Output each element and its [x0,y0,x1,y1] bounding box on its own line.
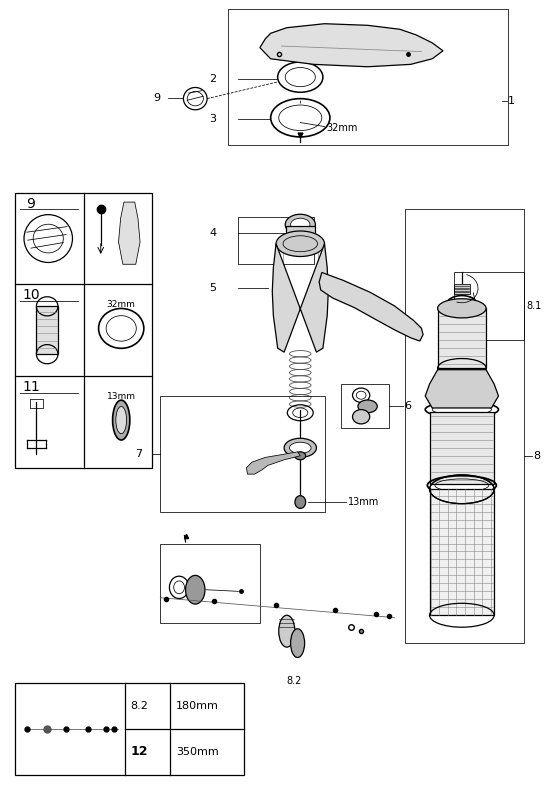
Text: 9: 9 [153,93,160,103]
Ellipse shape [116,406,127,434]
Bar [161,543,260,623]
Text: 9: 9 [27,197,35,210]
Ellipse shape [290,629,305,658]
Ellipse shape [290,218,310,231]
Bar [341,384,389,428]
Bar [454,285,470,294]
Text: 13mm: 13mm [348,497,379,507]
Ellipse shape [295,496,306,509]
Text: 8: 8 [533,451,541,461]
Ellipse shape [112,400,130,440]
Ellipse shape [285,214,316,235]
Ellipse shape [289,442,311,454]
Bar [30,398,43,408]
Bar [15,683,244,774]
Bar [37,306,58,354]
Text: 4: 4 [210,227,217,238]
Ellipse shape [353,410,370,424]
Ellipse shape [186,575,205,604]
Polygon shape [246,452,300,474]
Text: 7: 7 [135,449,143,459]
Bar [430,490,494,615]
Text: 3: 3 [210,114,217,124]
Bar [228,10,508,145]
Ellipse shape [437,298,486,318]
Text: 6: 6 [404,401,411,411]
Polygon shape [319,273,423,341]
Ellipse shape [276,231,324,257]
Text: 32mm: 32mm [107,300,135,309]
Bar [454,273,524,340]
Text: 1: 1 [508,96,515,106]
Text: 8.1: 8.1 [526,302,542,311]
Text: 13mm: 13mm [106,392,136,401]
Bar [15,193,152,468]
Text: 350mm: 350mm [176,746,218,757]
Bar [430,412,494,484]
Polygon shape [272,244,328,352]
Polygon shape [118,202,140,264]
Bar [437,308,486,368]
Text: 11: 11 [22,380,40,394]
Text: 5: 5 [210,283,217,294]
Ellipse shape [358,400,377,413]
Polygon shape [260,24,443,66]
Text: 32mm: 32mm [326,123,358,133]
Ellipse shape [286,233,315,250]
Text: 12: 12 [130,746,147,758]
Bar [161,396,324,512]
Text: 8.2: 8.2 [130,701,148,711]
Bar [286,226,315,241]
Text: 8.2: 8.2 [287,676,302,686]
Polygon shape [425,370,498,408]
Bar [239,217,314,265]
Bar [405,209,524,643]
Ellipse shape [279,615,295,647]
Ellipse shape [295,452,306,460]
Ellipse shape [125,218,134,234]
Text: 2: 2 [210,74,217,84]
Text: 10: 10 [22,289,40,302]
Text: 180mm: 180mm [176,701,219,711]
Ellipse shape [284,438,317,458]
